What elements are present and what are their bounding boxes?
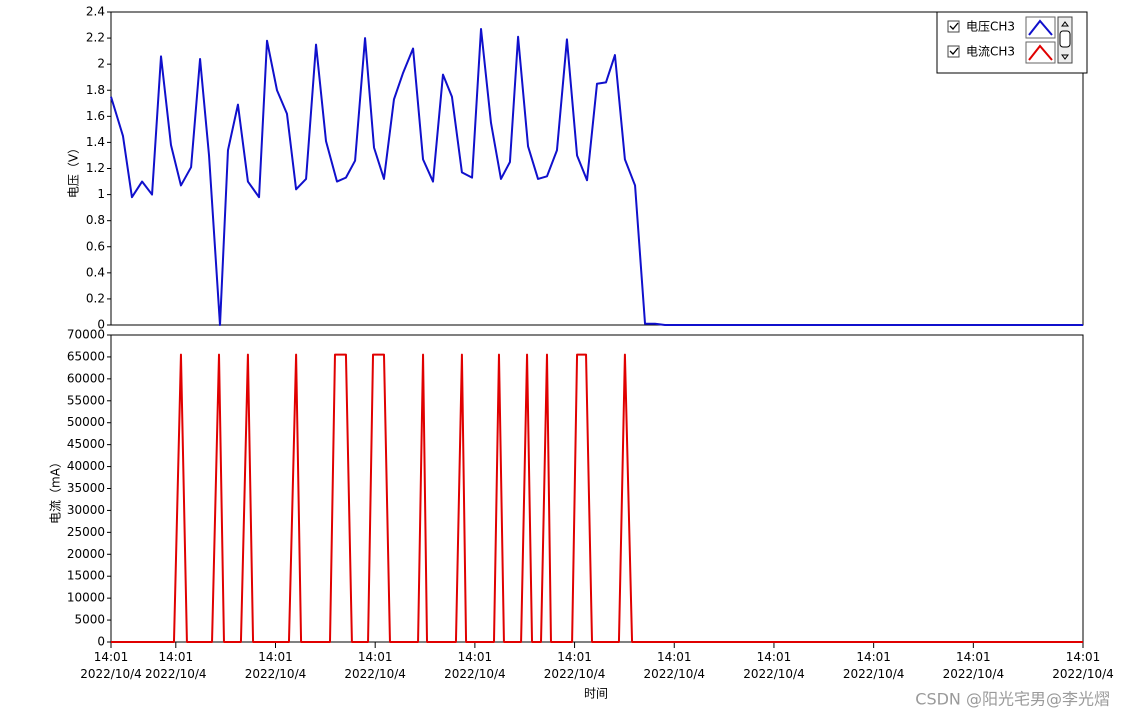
x-tick-label: 14:01 2022/10/4 xyxy=(80,650,142,681)
y-tick-label: 55000 xyxy=(67,393,105,407)
legend-checkbox[interactable] xyxy=(947,45,960,58)
y-tick-label: 35000 xyxy=(67,481,105,495)
y-axis-label: 电压（V） xyxy=(67,142,81,198)
legend-swatch xyxy=(1025,41,1056,64)
check-mark xyxy=(949,47,959,55)
y-tick-label: 50000 xyxy=(67,415,105,429)
y-tick-label: 65000 xyxy=(67,349,105,363)
x-tick-label: 14:01 2022/10/4 xyxy=(942,650,1005,681)
legend-line xyxy=(1028,19,1053,36)
y-tick-label: 2 xyxy=(97,57,105,71)
y-tick-label: 40000 xyxy=(67,459,105,473)
y-tick-label: 45000 xyxy=(67,437,105,451)
x-tick-label: 14:01 2022/10/4 xyxy=(842,650,905,681)
x-tick-label: 14:01 2022/10/4 xyxy=(444,650,506,681)
y-tick-label: 2.4 xyxy=(86,5,105,19)
scroll-down[interactable] xyxy=(1061,54,1069,60)
y-tick-label: 1 xyxy=(97,187,105,201)
y-tick-label: 1.2 xyxy=(86,161,105,175)
scroll-thumb[interactable] xyxy=(1059,30,1071,48)
y-tick-label: 30000 xyxy=(67,503,105,517)
x-axis-label: 时间 xyxy=(584,687,608,701)
x-tick-label: 14:01 2022/10/4 xyxy=(743,650,805,681)
y-tick-label: 0.8 xyxy=(86,213,105,227)
y-tick-label: 60000 xyxy=(67,371,105,385)
x-tick-label: 14:01 2022/10/4 xyxy=(145,650,207,681)
check-mark xyxy=(949,22,959,30)
y-tick-label: 0.6 xyxy=(86,239,105,253)
data-line xyxy=(110,27,1083,326)
legend-checkbox[interactable] xyxy=(947,20,960,33)
data-line xyxy=(111,353,1083,643)
y-tick-label: 0.2 xyxy=(86,291,105,305)
y-tick-label: 10000 xyxy=(67,591,105,605)
plot-area xyxy=(110,334,1084,643)
y-tick-label: 0 xyxy=(97,635,105,649)
x-tick-label: 14:01 2022/10/4 xyxy=(344,650,406,681)
y-tick-label: 0.4 xyxy=(86,265,105,279)
x-tick-label: 14:01 2022/10/4 xyxy=(1052,650,1114,681)
y-axis-label: 电流（mA） xyxy=(49,456,63,524)
plot-area xyxy=(110,11,1084,326)
watermark: CSDN @阳光宅男@李光熠 xyxy=(915,690,1110,709)
scroll-up[interactable] xyxy=(1061,21,1069,27)
legend-swatch xyxy=(1025,16,1056,39)
legend: 电压CH3 电流CH3 xyxy=(936,11,1088,74)
y-tick-label: 2.2 xyxy=(86,31,105,45)
y-tick-label: 25000 xyxy=(67,525,105,539)
y-tick-label: 70000 xyxy=(67,328,105,342)
x-tick-label: 14:01 2022/10/4 xyxy=(543,650,606,681)
y-tick-label: 1.8 xyxy=(86,83,105,97)
legend-line xyxy=(1028,44,1053,61)
legend-label: 电流CH3 xyxy=(966,45,1015,59)
y-tick-label: 20000 xyxy=(67,547,105,561)
y-tick-label: 5000 xyxy=(74,613,105,627)
y-tick-label: 0 xyxy=(97,318,105,332)
y-tick-label: 1.6 xyxy=(86,109,105,123)
y-tick-label: 1.4 xyxy=(86,135,105,149)
legend-label: 电压CH3 xyxy=(966,20,1015,34)
x-tick-label: 14:01 2022/10/4 xyxy=(643,650,706,681)
y-tick-label: 15000 xyxy=(67,569,105,583)
x-tick-label: 14:01 2022/10/4 xyxy=(244,650,307,681)
